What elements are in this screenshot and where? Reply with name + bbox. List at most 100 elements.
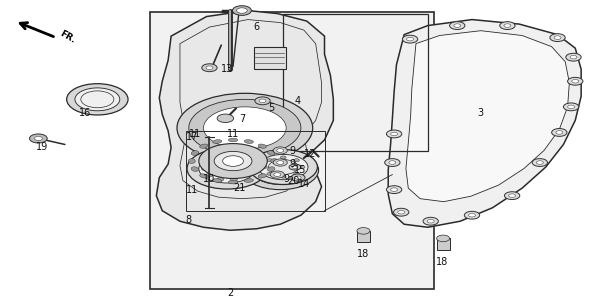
Ellipse shape <box>212 140 222 144</box>
Circle shape <box>177 93 313 163</box>
Circle shape <box>394 208 409 216</box>
Circle shape <box>232 6 251 15</box>
Circle shape <box>407 37 414 41</box>
Text: 10: 10 <box>204 174 215 184</box>
Circle shape <box>67 84 128 115</box>
Circle shape <box>570 55 577 59</box>
Circle shape <box>205 160 212 164</box>
Text: 20: 20 <box>288 175 300 186</box>
Text: 6: 6 <box>254 22 260 32</box>
Circle shape <box>423 217 438 225</box>
Circle shape <box>454 24 461 27</box>
Circle shape <box>187 148 267 189</box>
Text: 18: 18 <box>437 257 448 267</box>
Ellipse shape <box>199 144 208 148</box>
Circle shape <box>386 186 402 194</box>
Circle shape <box>289 164 301 170</box>
Circle shape <box>242 150 319 190</box>
Circle shape <box>206 66 213 70</box>
Text: 21: 21 <box>233 183 245 193</box>
Circle shape <box>552 129 567 136</box>
Text: 9: 9 <box>289 159 295 169</box>
Circle shape <box>299 166 305 169</box>
Ellipse shape <box>188 159 195 163</box>
Circle shape <box>267 159 273 162</box>
Circle shape <box>427 219 434 223</box>
Circle shape <box>199 154 255 183</box>
Circle shape <box>242 173 249 177</box>
Ellipse shape <box>228 138 238 142</box>
Text: 17: 17 <box>186 132 198 142</box>
Circle shape <box>204 107 286 149</box>
Circle shape <box>273 147 287 154</box>
Circle shape <box>572 79 579 83</box>
Circle shape <box>504 192 520 200</box>
Text: 11: 11 <box>189 129 201 139</box>
Ellipse shape <box>191 167 199 172</box>
Circle shape <box>246 167 253 170</box>
Circle shape <box>357 228 370 234</box>
Text: 13: 13 <box>221 64 233 74</box>
Circle shape <box>563 103 579 111</box>
Circle shape <box>273 159 287 166</box>
Circle shape <box>280 175 286 178</box>
Circle shape <box>75 88 120 111</box>
Circle shape <box>217 178 224 181</box>
Circle shape <box>237 8 247 13</box>
Circle shape <box>274 173 281 176</box>
Ellipse shape <box>258 174 267 178</box>
Circle shape <box>402 35 418 43</box>
Circle shape <box>217 156 224 160</box>
Circle shape <box>252 156 309 185</box>
Bar <box>283 14 428 150</box>
Circle shape <box>211 160 244 177</box>
Circle shape <box>550 34 565 42</box>
Circle shape <box>249 150 317 185</box>
Circle shape <box>291 174 305 181</box>
Circle shape <box>389 161 396 164</box>
Circle shape <box>536 161 543 164</box>
Circle shape <box>199 144 267 178</box>
Circle shape <box>270 171 284 178</box>
Ellipse shape <box>191 150 199 155</box>
Bar <box>357 231 370 242</box>
Circle shape <box>450 22 465 29</box>
Circle shape <box>259 99 266 103</box>
Ellipse shape <box>258 144 267 148</box>
Circle shape <box>189 99 301 157</box>
Circle shape <box>568 105 575 109</box>
Circle shape <box>566 53 581 61</box>
PathPatch shape <box>156 11 333 230</box>
Circle shape <box>509 194 516 197</box>
Circle shape <box>391 132 398 136</box>
Ellipse shape <box>212 178 222 182</box>
Ellipse shape <box>267 150 275 155</box>
Circle shape <box>280 156 286 159</box>
Text: 18: 18 <box>357 249 369 259</box>
Circle shape <box>34 136 42 141</box>
Text: 9: 9 <box>283 174 289 184</box>
Text: 2: 2 <box>227 288 233 299</box>
Ellipse shape <box>228 180 238 184</box>
Circle shape <box>391 188 398 191</box>
Circle shape <box>294 172 300 175</box>
Circle shape <box>261 166 267 169</box>
Circle shape <box>504 24 511 27</box>
PathPatch shape <box>388 20 581 227</box>
Circle shape <box>267 172 273 175</box>
Circle shape <box>568 77 583 85</box>
Text: 5: 5 <box>268 103 274 113</box>
Circle shape <box>295 176 301 179</box>
Text: 15: 15 <box>294 165 306 175</box>
Circle shape <box>532 159 548 166</box>
Text: 14: 14 <box>298 178 310 189</box>
Circle shape <box>277 149 284 152</box>
Circle shape <box>268 160 298 175</box>
Circle shape <box>500 22 515 29</box>
Circle shape <box>258 154 308 180</box>
Circle shape <box>294 159 300 162</box>
Text: FR.: FR. <box>58 29 77 45</box>
Circle shape <box>214 151 252 171</box>
Circle shape <box>222 156 244 166</box>
Ellipse shape <box>244 178 254 182</box>
